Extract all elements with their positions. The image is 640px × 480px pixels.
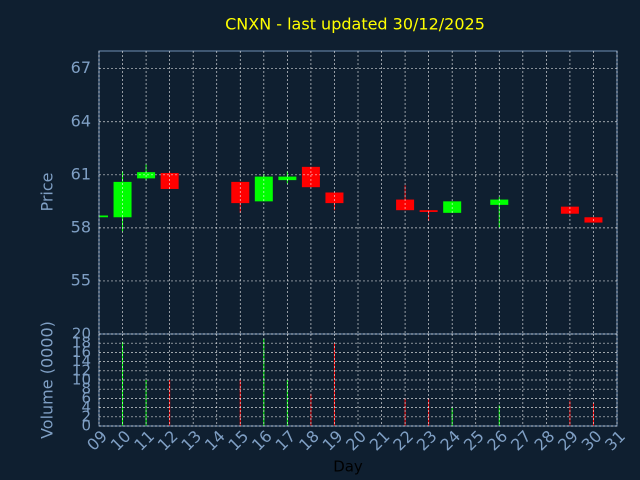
volume-tick-label: 18 [72,334,91,352]
y-tick-label: 61 [71,164,91,183]
candle-body [160,173,179,189]
volume-tick-label: 10 [72,371,91,389]
y-tick-label: 64 [71,111,91,130]
volume-tick-label: 14 [72,352,91,370]
y-axis-label: Price [38,172,57,211]
volume-plot [122,338,594,426]
y-tick-label: 58 [71,217,91,236]
volume-tick-label: 16 [72,343,91,361]
volume-tick-label: 8 [81,380,91,398]
candle-body [325,192,344,204]
volume-tick-label: 6 [81,389,91,407]
x-tick-label: 31 [601,427,629,455]
volume-tick-label: 4 [81,398,91,416]
y-tick-label: 55 [71,270,91,289]
volume-axis-label: Volume (0000) [38,321,57,439]
candle-body [99,215,108,218]
volume-tick-label: 20 [72,325,91,343]
candle-body [490,199,509,205]
price-plot [99,164,603,232]
candle-body [560,206,579,214]
volume-tick-label: 2 [81,407,91,425]
candle-body [278,176,297,181]
x-axis-label: Day [333,458,363,476]
candle-body [301,166,320,188]
volume-tick-label: 12 [72,361,91,379]
chart-title: CNXN - last updated 30/12/2025 [225,15,485,34]
y-tick-label: 67 [71,58,91,77]
volume-tick-label: 0 [81,417,91,435]
